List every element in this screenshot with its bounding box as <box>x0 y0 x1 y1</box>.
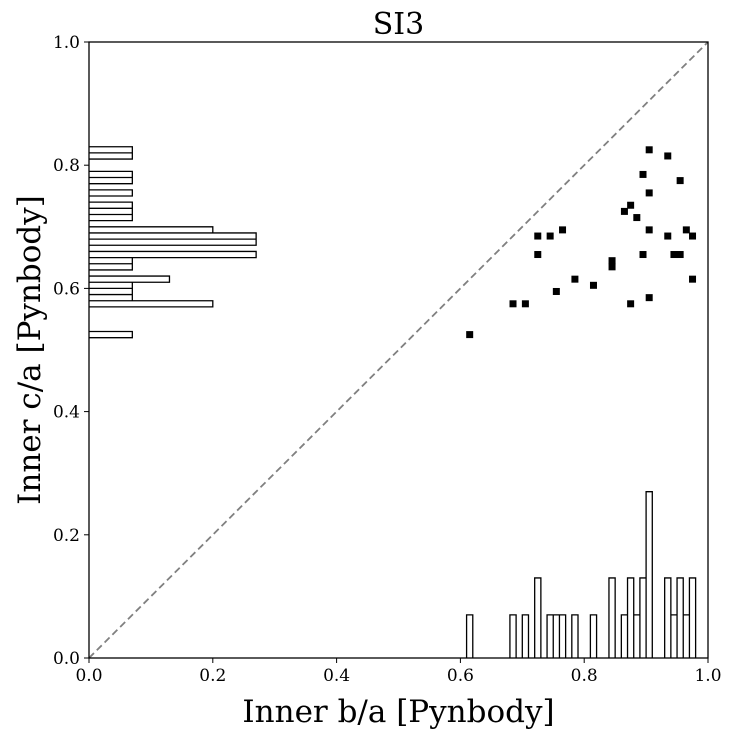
x-tick-label: 1.0 <box>694 666 721 686</box>
x-tick-label: 0.2 <box>199 666 226 686</box>
axis-ticks: 0.0 0.2 0.4 0.6 0.8 1.0 0.0 0.2 0.4 0.6 0.8 1.0 <box>53 33 722 686</box>
data-point <box>689 232 697 240</box>
y-histogram <box>89 146 257 339</box>
data-point <box>534 251 542 259</box>
data-point <box>682 226 690 234</box>
data-point <box>608 257 616 265</box>
x-histogram-bars <box>465 491 697 658</box>
data-points <box>466 146 697 339</box>
data-point <box>645 189 653 197</box>
data-point <box>645 294 653 302</box>
y-tick-label: 0.2 <box>53 526 80 546</box>
data-point <box>639 170 647 178</box>
data-point <box>466 331 474 339</box>
x-tick-label: 0.0 <box>75 666 102 686</box>
y-axis-title: Inner c/a [Pynbody] <box>12 195 48 505</box>
x-tick-label: 0.6 <box>447 666 474 686</box>
reference-line-layer <box>88 41 709 659</box>
data-point <box>627 201 635 209</box>
identity-reference-line <box>88 41 709 659</box>
y-tick-label: 0.8 <box>53 156 80 176</box>
data-point <box>645 226 653 234</box>
data-point <box>689 275 697 283</box>
data-point <box>589 281 597 289</box>
data-point <box>676 251 684 259</box>
data-point <box>676 177 684 185</box>
data-point <box>571 275 579 283</box>
x-histogram <box>465 491 697 658</box>
y-histogram-bars <box>89 146 257 339</box>
data-point <box>620 207 628 215</box>
data-point <box>608 263 616 271</box>
data-point <box>664 232 672 240</box>
data-point <box>509 300 517 308</box>
data-point <box>546 232 554 240</box>
y-tick-label: 0.0 <box>53 649 80 669</box>
data-point <box>534 232 542 240</box>
y-tick-label: 1.0 <box>53 33 80 53</box>
chart-title: SI3 <box>373 7 425 42</box>
plot-frame <box>88 41 709 659</box>
data-point <box>639 251 647 259</box>
y-tick-label: 0.4 <box>53 403 80 423</box>
data-point <box>645 146 653 154</box>
x-tick-label: 0.4 <box>323 666 350 686</box>
data-point <box>559 226 567 234</box>
x-tick-label: 0.8 <box>571 666 598 686</box>
y-tick-label: 0.6 <box>53 279 80 299</box>
data-point <box>633 214 641 222</box>
x-axis-title: Inner b/a [Pynbody] <box>242 694 554 730</box>
data-point <box>552 287 560 295</box>
data-point <box>627 300 635 308</box>
data-point <box>521 300 529 308</box>
data-point <box>670 251 678 259</box>
data-point <box>664 152 672 160</box>
